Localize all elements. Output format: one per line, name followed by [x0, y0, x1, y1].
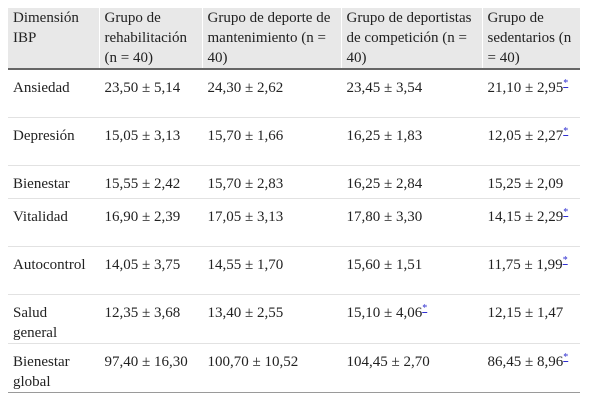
cell-value: 11,75 ± 1,99: [487, 257, 563, 273]
cell-value: 86,45 ± 8,96: [487, 354, 564, 370]
table-cell: 17,05 ± 3,13: [202, 198, 342, 247]
table-cell: 97,40 ± 16,30: [99, 343, 203, 393]
table-cell: 13,40 ± 2,55: [202, 294, 342, 344]
table-row: Depresión 15,05 ± 3,13 15,70 ± 1,66 16,2…: [8, 117, 580, 166]
row-label: Salud general: [8, 294, 100, 344]
table-row: Salud general 12,35 ± 3,68 13,40 ± 2,55 …: [8, 294, 580, 344]
cell-value: 21,10 ± 2,95: [487, 80, 564, 96]
row-label: Ansiedad: [8, 69, 100, 118]
table-cell: 86,45 ± 8,96*: [482, 343, 580, 393]
table-cell: 15,70 ± 1,66: [202, 117, 342, 166]
table-row: Bienestar 15,55 ± 2,42 15,70 ± 2,83 16,2…: [8, 165, 580, 199]
cell-value: 14,15 ± 2,29: [487, 209, 564, 225]
table-cell: 11,75 ± 1,99*: [482, 246, 580, 295]
table-cell: 16,25 ± 1,83: [341, 117, 483, 166]
row-label: Bienestar: [8, 165, 100, 199]
table-cell: 12,15 ± 1,47: [482, 294, 580, 344]
table-cell: 14,15 ± 2,29*: [482, 198, 580, 247]
header-maintenance-sport-group: Grupo de deporte de mantenimiento (n = 4…: [202, 8, 342, 70]
table-cell: 15,05 ± 3,13: [99, 117, 203, 166]
table-cell: 14,55 ± 1,70: [202, 246, 342, 295]
header-rehabilitation-group: Grupo de rehabilitación (n = 40): [99, 8, 203, 70]
header-sedentary-group: Grupo de sedentarios (n = 40): [482, 8, 580, 70]
table-cell: 14,05 ± 3,75: [99, 246, 203, 295]
table-cell: 15,25 ± 2,09: [482, 165, 580, 199]
table-cell: 23,50 ± 5,14: [99, 69, 203, 118]
table-row: Bienestar global 97,40 ± 16,30 100,70 ± …: [8, 343, 580, 393]
table-cell: 15,10 ± 4,06*: [341, 294, 483, 344]
row-label: Bienestar global: [8, 343, 100, 393]
row-label: Vitalidad: [8, 198, 100, 247]
table-cell: 24,30 ± 2,62: [202, 69, 342, 118]
table-cell: 15,60 ± 1,51: [341, 246, 483, 295]
row-label: Autocontrol: [8, 246, 100, 295]
table-cell: 17,80 ± 3,30: [341, 198, 483, 247]
row-label: Depresión: [8, 117, 100, 166]
table-row: Vitalidad 16,90 ± 2,39 17,05 ± 3,13 17,8…: [8, 198, 580, 247]
table-cell: 104,45 ± 2,70: [341, 343, 483, 393]
table-cell: 16,25 ± 2,84: [341, 165, 483, 199]
header-dimension: Dimensión IBP: [8, 8, 100, 70]
significance-marker-link[interactable]: *: [562, 255, 568, 266]
cell-value: 12,05 ± 2,27: [487, 128, 564, 144]
table-cell: 16,90 ± 2,39: [99, 198, 203, 247]
table-cell: 23,45 ± 3,54: [341, 69, 483, 118]
significance-marker-link[interactable]: *: [422, 303, 428, 314]
cell-value: 15,10 ± 4,06: [346, 305, 423, 321]
table-cell: 15,55 ± 2,42: [99, 165, 203, 199]
header-row: Dimensión IBP Grupo de rehabilitación (n…: [8, 8, 580, 70]
table-cell: 15,70 ± 2,83: [202, 165, 342, 199]
table-row: Autocontrol 14,05 ± 3,75 14,55 ± 1,70 15…: [8, 246, 580, 295]
table-cell: 12,35 ± 3,68: [99, 294, 203, 344]
table-cell: 12,05 ± 2,27*: [482, 117, 580, 166]
significance-marker-link[interactable]: *: [563, 207, 569, 218]
table-row: Ansiedad 23,50 ± 5,14 24,30 ± 2,62 23,45…: [8, 69, 580, 118]
significance-marker-link[interactable]: *: [563, 78, 569, 89]
table-cell: 100,70 ± 10,52: [202, 343, 342, 393]
significance-marker-link[interactable]: *: [563, 352, 569, 363]
significance-marker-link[interactable]: *: [563, 126, 569, 137]
header-competition-athletes-group: Grupo de deportistas de competición (n =…: [341, 8, 483, 70]
results-table: Dimensión IBP Grupo de rehabilitación (n…: [8, 8, 580, 393]
table-cell: 21,10 ± 2,95*: [482, 69, 580, 118]
